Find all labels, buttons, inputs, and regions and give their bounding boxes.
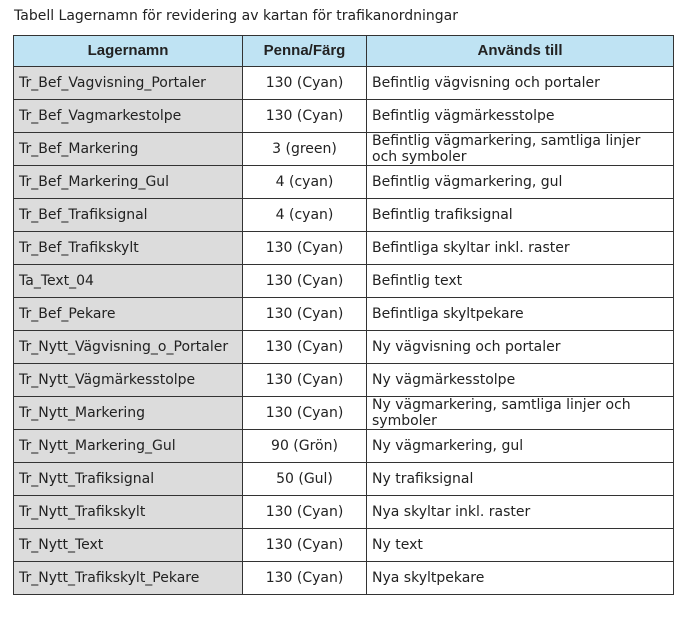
table-row: Tr_Nytt_Text 130 (Cyan) Ny text <box>13 528 674 562</box>
table-row: Tr_Bef_Markering_Gul 4 (cyan) Befintlig vä… <box>13 165 674 199</box>
table-cell: 130 (Cyan) <box>242 396 367 430</box>
table-cell: Tr_Nytt_Trafiksignal <box>13 462 243 496</box>
table-row: Tr_Bef_Trafikskylt 130 (Cyan) Befintliga s… <box>13 231 674 265</box>
header-row: Lagernamn Penna/Färg Används till <box>13 35 674 67</box>
table-caption: Tabell Lagernamn för revidering av karta… <box>14 8 459 24</box>
table-row: Tr_Bef_Vagmarkestolpe 130 (Cyan) Befintlig… <box>13 99 674 133</box>
table-cell: Befintlig trafiksignal <box>366 198 674 232</box>
table-cell: 50 (Gul) <box>242 462 367 496</box>
table-cell: 130 (Cyan) <box>242 495 367 529</box>
table-row: Tr_Nytt_Markering_Gul 90 (Grön) Ny vägmark… <box>13 429 674 463</box>
table-row: Tr_Nytt_Trafiksignal 50 (Gul) Ny trafiksig… <box>13 462 674 496</box>
table-cell: 4 (cyan) <box>242 165 367 199</box>
table-cell: Nya skyltar inkl. raster <box>366 495 674 529</box>
table-cell: 130 (Cyan) <box>242 363 367 397</box>
table-cell: Ny vägvisning och portaler <box>366 330 674 364</box>
table-cell: Tr_Nytt_Trafikskylt_Pekare <box>13 561 243 595</box>
table-body: Tr_Bef_Vagvisning_Portaler 130 (Cyan) Befi… <box>13 66 674 595</box>
table-cell: 130 (Cyan) <box>242 561 367 595</box>
table-row: Tr_Nytt_Vägvisning_o_Portaler 130 (Cyan) N… <box>13 330 674 364</box>
table-cell: Tr_Bef_Markering_Gul <box>13 165 243 199</box>
layer-table: Lagernamn Penna/Färg Används till Tr_Bef_V… <box>13 35 674 595</box>
table-row: Tr_Bef_Trafiksignal 4 (cyan) Befintlig tra… <box>13 198 674 232</box>
table-cell: Ny trafiksignal <box>366 462 674 496</box>
table-cell: 130 (Cyan) <box>242 264 367 298</box>
table-cell: Befintliga skyltpekare <box>366 297 674 331</box>
table-row: Tr_Nytt_Markering 130 (Cyan) Ny vägmarkeri… <box>13 396 674 430</box>
table-cell: Ny vägmarkering, gul <box>366 429 674 463</box>
table-cell: Ny text <box>366 528 674 562</box>
table-cell: 3 (green) <box>242 132 367 166</box>
table-cell: Befintlig vägmarkering, samtliga linjer … <box>366 132 674 166</box>
table-cell: 130 (Cyan) <box>242 231 367 265</box>
table-cell: Nya skyltpekare <box>366 561 674 595</box>
table-cell: Befintlig vägmärkesstolpe <box>366 99 674 133</box>
header-cell: Lagernamn <box>13 35 243 67</box>
header-cell: Används till <box>366 35 674 67</box>
table-cell: Befintlig text <box>366 264 674 298</box>
table-cell: Tr_Nytt_Markering <box>13 396 243 430</box>
table-cell: 130 (Cyan) <box>242 330 367 364</box>
table-row: Tr_Bef_Vagvisning_Portaler 130 (Cyan) Befi… <box>13 66 674 100</box>
table-cell: Tr_Nytt_Trafikskylt <box>13 495 243 529</box>
table-cell: Tr_Bef_Vagmarkestolpe <box>13 99 243 133</box>
table-row: Tr_Nytt_Trafikskylt_Pekare 130 (Cyan) Nya … <box>13 561 674 595</box>
table-cell: Ta_Text_04 <box>13 264 243 298</box>
table-cell: Tr_Bef_Trafiksignal <box>13 198 243 232</box>
table-row: Tr_Nytt_Trafikskylt 130 (Cyan) Nya skyltar… <box>13 495 674 529</box>
table-cell: Ny vägmärkesstolpe <box>366 363 674 397</box>
table-cell: Tr_Nytt_Text <box>13 528 243 562</box>
table-cell: Tr_Nytt_Vägmärkesstolpe <box>13 363 243 397</box>
table-row: Ta_Text_04 130 (Cyan) Befintlig text <box>13 264 674 298</box>
table-cell: 90 (Grön) <box>242 429 367 463</box>
table-cell: Befintliga skyltar inkl. raster <box>366 231 674 265</box>
table-cell: Tr_Bef_Trafikskylt <box>13 231 243 265</box>
table-header: Lagernamn Penna/Färg Används till <box>13 35 674 67</box>
table-cell: 130 (Cyan) <box>242 99 367 133</box>
table-cell: Ny vägmarkering, samtliga linjer och sym… <box>366 396 674 430</box>
table-cell: Tr_Bef_Vagvisning_Portaler <box>13 66 243 100</box>
table-cell: Befintlig vägvisning och portaler <box>366 66 674 100</box>
table-cell: Tr_Nytt_Markering_Gul <box>13 429 243 463</box>
table-cell: 130 (Cyan) <box>242 528 367 562</box>
table-row: Tr_Nytt_Vägmärkesstolpe 130 (Cyan) Ny vägm… <box>13 363 674 397</box>
header-cell: Penna/Färg <box>242 35 367 67</box>
table-cell: Tr_Bef_Markering <box>13 132 243 166</box>
table-cell: 130 (Cyan) <box>242 297 367 331</box>
table-cell: 130 (Cyan) <box>242 66 367 100</box>
table-cell: Tr_Bef_Pekare <box>13 297 243 331</box>
table-cell: Befintlig vägmarkering, gul <box>366 165 674 199</box>
table-cell: 4 (cyan) <box>242 198 367 232</box>
table-cell: Tr_Nytt_Vägvisning_o_Portaler <box>13 330 243 364</box>
table-row: Tr_Bef_Pekare 130 (Cyan) Befintliga skyltp… <box>13 297 674 331</box>
table-row: Tr_Bef_Markering 3 (green) Befintlig vägma… <box>13 132 674 166</box>
